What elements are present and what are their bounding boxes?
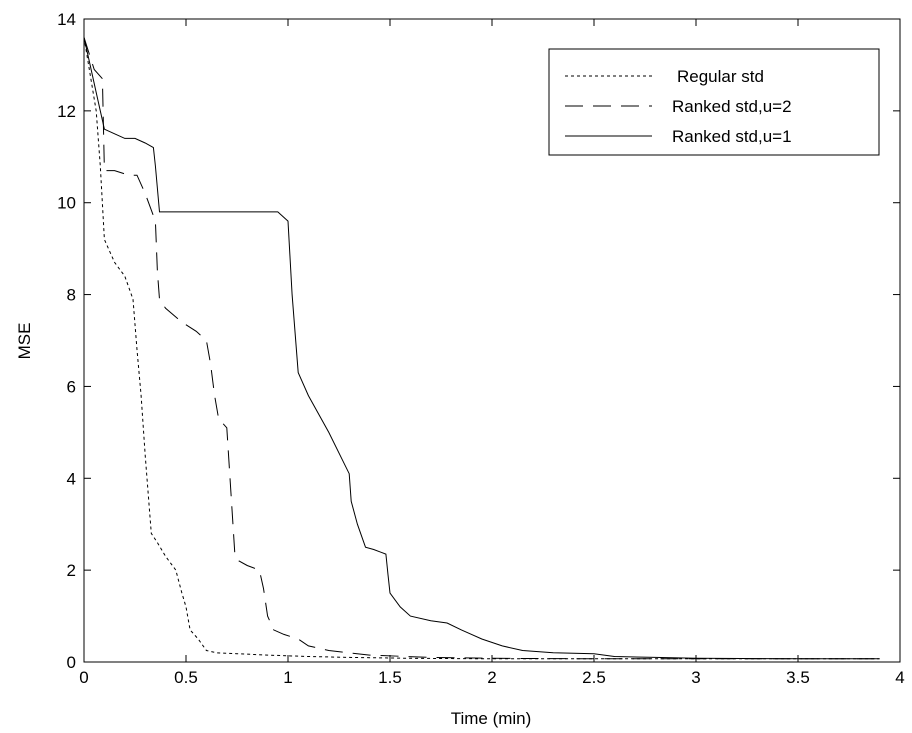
y-tick-label: 14 [57,10,76,29]
y-tick-label: 10 [57,194,76,213]
legend-label-regular: Regular std [677,67,764,86]
y-tick-label: 2 [67,561,76,580]
x-tick-label: 1.5 [378,668,402,687]
y-tick-label: 4 [67,469,76,488]
x-tick-label: 2.5 [582,668,606,687]
legend-label-ranked-u1: Ranked std,u=1 [672,127,792,146]
x-tick-label: 2 [487,668,496,687]
y-tick-labels: 0 2 4 6 8 10 12 14 [57,10,76,672]
y-tick-label: 12 [57,102,76,121]
series-line-2 [83,37,880,660]
x-tick-label: 3 [691,668,700,687]
series-line-3 [83,37,880,660]
x-tick-label: 3.5 [786,668,810,687]
x-tick-label: 0.5 [174,668,198,687]
legend-label-ranked-u2: Ranked std,u=2 [672,97,792,116]
x-tick-labels: 0 0.5 1 1.5 2 2.5 3 3.5 4 [79,668,904,687]
legend: Regular std Ranked std,u=2 Ranked std,u=… [548,48,880,156]
series-line-1 [83,37,880,660]
x-tick-label: 0 [79,668,88,687]
legend-box [548,48,880,156]
x-tick-label: 1 [283,668,292,687]
y-tick-label: 0 [67,653,76,672]
y-axis-label: MSE [15,323,34,360]
y-tick-label: 8 [67,286,76,305]
x-tick-label: 4 [895,668,904,687]
series-lines [83,37,880,660]
x-axis-label: Time (min) [451,709,532,728]
y-tick-label: 6 [67,377,76,396]
